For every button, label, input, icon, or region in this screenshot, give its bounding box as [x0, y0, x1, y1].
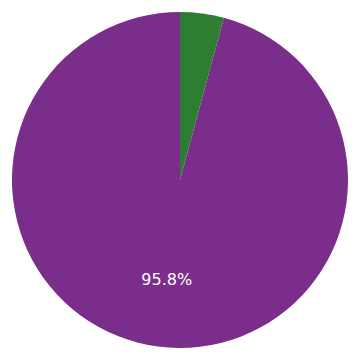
chart-svg: 95.8%	[0, 0, 360, 360]
slices	[12, 12, 348, 348]
chart-container: 95.8%	[0, 0, 360, 360]
data-labels: 95.8%	[141, 270, 192, 289]
pie-slice	[180, 12, 224, 180]
data-label: 95.8%	[141, 270, 192, 289]
pie-slice	[12, 12, 348, 348]
pie-group: 95.8%	[12, 12, 348, 348]
